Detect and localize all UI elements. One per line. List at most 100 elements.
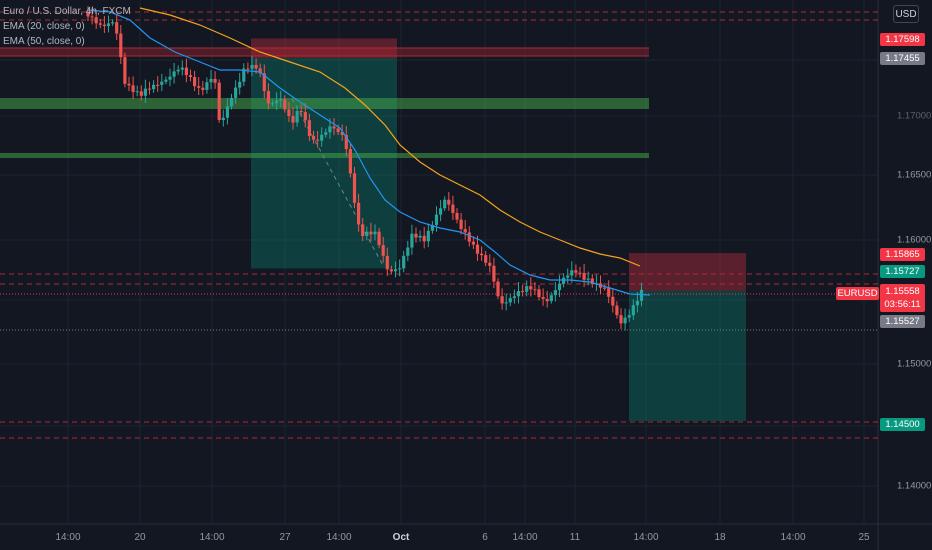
candle: [295, 110, 299, 123]
candle: [98, 23, 102, 25]
currency-button[interactable]: USD: [893, 5, 919, 23]
legend: Euro / U.S. Dollar, 4h, FXCM EMA (20, cl…: [3, 4, 131, 49]
candle: [106, 23, 111, 27]
candle: [275, 100, 279, 104]
candle: [430, 225, 434, 231]
candle: [635, 300, 639, 306]
legend-ema20[interactable]: EMA (20, close, 0): [3, 21, 85, 32]
candle: [238, 81, 242, 88]
candle: [164, 79, 168, 82]
candle: [398, 268, 402, 270]
candle: [254, 64, 258, 69]
candle: [246, 68, 250, 70]
candle: [131, 85, 135, 92]
time-axis-label: 14:00: [780, 532, 806, 543]
candle: [299, 110, 303, 113]
candle: [369, 231, 373, 235]
candle: [426, 230, 430, 242]
candle: [406, 247, 410, 256]
legend-symbol-title[interactable]: Euro / U.S. Dollar, 4h, FXCM: [3, 6, 131, 17]
price-axis-label: 1.17000: [897, 110, 932, 122]
candle: [168, 76, 172, 80]
candle: [213, 78, 217, 83]
candle: [320, 134, 324, 141]
candle: [480, 253, 484, 256]
price-tag-stop: 1.17598: [880, 33, 925, 46]
target-zone: [629, 290, 746, 421]
candle: [86, 12, 90, 17]
candle: [242, 68, 246, 82]
candle: [475, 244, 480, 254]
time-axis-label: 20: [134, 532, 146, 543]
candle: [562, 277, 566, 284]
support-zone: [0, 98, 649, 109]
candle: [512, 296, 516, 299]
price-tag-entry: 1.17455: [880, 52, 925, 65]
candle: [336, 128, 340, 133]
candle: [201, 87, 205, 90]
candle: [152, 84, 156, 90]
stop-zone: [629, 253, 746, 291]
price-axis-label: 1.15000: [897, 358, 932, 370]
candle: [266, 91, 270, 104]
time-axis-label: 6: [482, 532, 488, 543]
candle: [582, 272, 586, 280]
time-axis-label: 14:00: [633, 532, 659, 543]
candle: [504, 302, 508, 304]
candle: [361, 224, 365, 237]
candle: [234, 87, 238, 98]
candle: [623, 317, 627, 324]
candle: [123, 57, 127, 84]
candle: [262, 73, 266, 92]
candle: [566, 275, 570, 278]
time-axis-label: 25: [858, 532, 870, 543]
candle: [160, 81, 164, 85]
candle: [344, 134, 348, 150]
candle: [279, 99, 283, 101]
candle: [611, 296, 615, 306]
candle: [377, 231, 381, 246]
candle: [639, 289, 644, 301]
ema50-line: [139, 7, 641, 267]
candle: [270, 103, 275, 105]
candle: [176, 69, 180, 72]
candle: [557, 283, 562, 291]
candle: [94, 17, 98, 24]
candle: [553, 290, 557, 296]
price-axis-label: 1.14000: [897, 480, 932, 492]
candle: [389, 269, 393, 272]
candle: [488, 262, 492, 266]
candle: [115, 22, 119, 34]
candle: [250, 64, 254, 69]
candle: [139, 91, 143, 96]
candle: [303, 112, 307, 121]
candle: [549, 295, 553, 302]
time-axis-label: 14:00: [199, 532, 225, 543]
candle: [533, 289, 537, 291]
candle: [627, 315, 631, 318]
candle: [484, 255, 488, 263]
candle: [205, 82, 209, 90]
candle: [217, 82, 221, 121]
candle: [156, 84, 160, 86]
candle: [307, 120, 311, 136]
candle: [193, 76, 197, 87]
candle: [229, 97, 234, 107]
candle: [324, 132, 328, 135]
price-tag-level: 1.15727: [880, 265, 925, 278]
candle: [328, 126, 332, 133]
candle: [311, 135, 316, 140]
candle: [603, 287, 607, 289]
candle: [143, 88, 147, 96]
current-price: 1.15558: [885, 286, 920, 297]
candle: [615, 305, 619, 316]
candle: [209, 78, 213, 83]
candle: [188, 75, 193, 77]
time-axis-label: 14:00: [512, 532, 538, 543]
legend-ema50[interactable]: EMA (50, close, 0): [3, 36, 85, 47]
current-price-tag: 1.15558 03:56:11: [880, 284, 925, 312]
ema20-line: [87, 9, 651, 296]
candle: [574, 270, 578, 273]
